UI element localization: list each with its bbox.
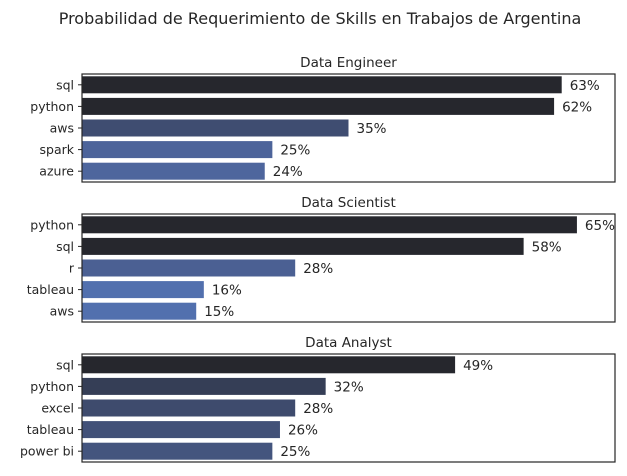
category-label: spark — [40, 142, 75, 157]
bar-azure — [82, 162, 265, 180]
value-label: 28% — [303, 261, 333, 277]
value-label: 16% — [212, 283, 242, 299]
value-label: 25% — [280, 143, 310, 159]
category-label: power bi — [20, 444, 74, 459]
value-label: 62% — [562, 99, 592, 115]
panel-title: Data Analyst — [305, 335, 392, 351]
category-label: aws — [50, 121, 74, 136]
panel-title: Data Scientist — [301, 195, 396, 211]
axes-frame — [81, 353, 616, 463]
value-label: 58% — [532, 239, 562, 255]
bar-tableau — [82, 421, 280, 439]
bar-r — [82, 259, 296, 277]
bar-aws — [82, 302, 197, 320]
category-label: r — [69, 261, 75, 276]
panel-title: Data Engineer — [300, 55, 397, 71]
value-label: 28% — [303, 401, 333, 417]
category-label: aws — [50, 304, 74, 319]
category-label: tableau — [27, 422, 74, 437]
category-label: azure — [39, 164, 74, 179]
bar-excel — [82, 399, 296, 417]
bar-python — [82, 216, 577, 234]
value-label: 63% — [570, 78, 600, 94]
bar-sql — [82, 237, 524, 255]
category-label: python — [30, 217, 74, 232]
value-label: 65% — [585, 218, 615, 234]
value-label: 49% — [463, 358, 493, 374]
category-label: python — [30, 99, 74, 114]
category-label: excel — [41, 401, 74, 416]
category-label: sql — [56, 239, 74, 254]
bar-aws — [82, 119, 349, 137]
category-label: sql — [56, 357, 74, 372]
value-label: 15% — [204, 304, 234, 320]
value-label: 25% — [280, 444, 310, 460]
value-label: 32% — [334, 379, 364, 395]
panel-data-scientist: Data Scientist python 65% sql 58% r 28% tableau… — [27, 195, 616, 323]
axes-frame — [81, 73, 616, 183]
bar-spark — [82, 141, 273, 159]
panel-data-engineer: Data Engineer sql 63% python 62% aws 35% spark 2… — [30, 55, 616, 183]
value-label: 35% — [357, 121, 387, 137]
bar-python — [82, 377, 326, 395]
category-label: tableau — [27, 282, 74, 297]
chart-title: Probabilidad de Requerimiento de Skills … — [59, 9, 582, 28]
bar-sql — [82, 76, 562, 94]
panel-data-analyst: Data Analyst sql 49% python 32% excel 28% table… — [20, 335, 616, 463]
bar-python — [82, 97, 555, 115]
bar-tableau — [82, 281, 204, 299]
value-label: 26% — [288, 423, 318, 439]
axes-frame — [81, 213, 616, 323]
bar-power-bi — [82, 442, 273, 460]
category-label: python — [30, 379, 74, 394]
category-label: sql — [56, 77, 74, 92]
value-label: 24% — [273, 164, 303, 180]
bar-sql — [82, 356, 456, 374]
